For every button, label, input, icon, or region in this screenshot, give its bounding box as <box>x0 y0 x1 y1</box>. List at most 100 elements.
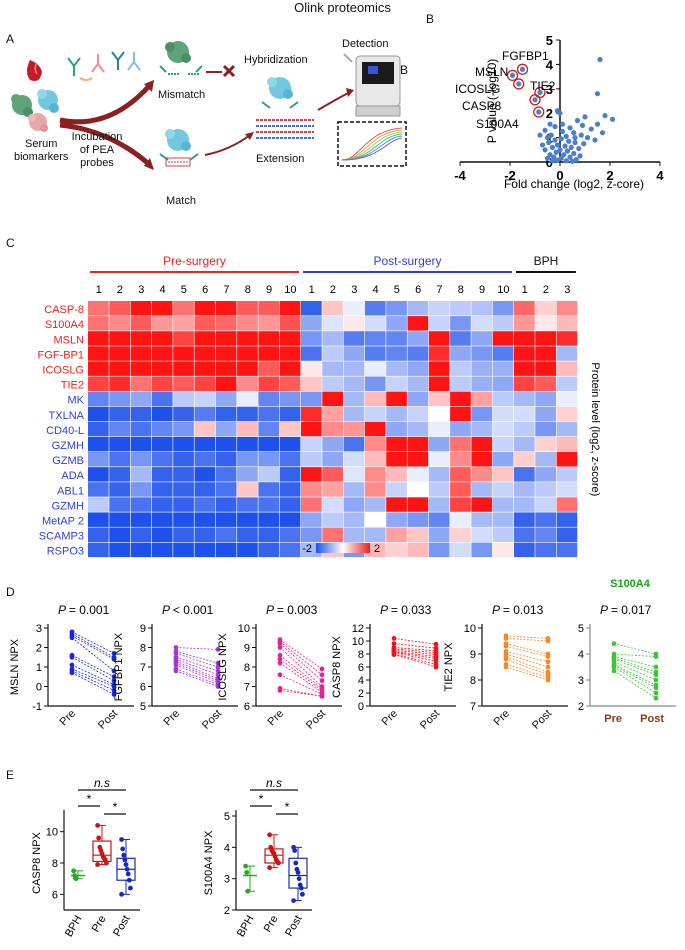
heatmap-cell <box>151 436 173 452</box>
heatmap-cell <box>535 436 556 452</box>
pair-line <box>505 638 549 642</box>
y-tick-label: 2 <box>224 905 230 917</box>
y-axis-title: P value (-log10) <box>485 59 499 144</box>
scatter-point <box>564 148 571 154</box>
x-tick-label: 2 <box>606 168 613 183</box>
heatmap-cell <box>428 452 450 467</box>
pair-line <box>279 690 323 697</box>
pair-line <box>613 657 657 673</box>
heatmap-cell <box>514 406 535 422</box>
x-category-label: Post <box>283 914 304 939</box>
scatter-point <box>537 132 543 138</box>
gene-label-tie2: TIE2 <box>530 79 556 93</box>
heatmap-cell <box>386 361 407 376</box>
heatmap-legend-title: Protein level (log2, z-score) <box>589 362 601 496</box>
heatmap-cell <box>151 467 173 482</box>
post-point <box>653 677 659 683</box>
heatmap-cell <box>301 301 322 316</box>
x-category-label: BPH <box>235 913 257 939</box>
heatmap-cell <box>237 452 258 467</box>
heatmap-cell <box>407 482 429 497</box>
scatter-point <box>563 158 569 164</box>
scatter-point <box>552 137 558 143</box>
heatmap-cell <box>343 497 365 512</box>
heatmap-cell <box>450 436 471 452</box>
data-point <box>71 868 76 874</box>
heatmap-cell <box>151 482 173 497</box>
scatter-point <box>562 143 568 149</box>
heatmap-cell <box>279 331 301 346</box>
scatter-point <box>549 158 556 164</box>
post-point <box>653 690 659 696</box>
scatter-point <box>581 141 587 147</box>
heatmap-cell <box>237 301 258 316</box>
heatmap-cell <box>173 436 194 452</box>
heatmap-cell <box>514 331 535 346</box>
heatmap-cell <box>407 436 429 452</box>
row-label: MetAP 2 <box>42 516 84 528</box>
heatmap-cell <box>386 391 407 407</box>
cross-icon <box>222 64 236 78</box>
pair-line <box>393 652 437 662</box>
pair-line <box>393 647 437 652</box>
pair-line <box>175 664 219 683</box>
heatmap-cell <box>450 391 471 407</box>
heatmap-cell <box>364 346 386 361</box>
heatmap-cell <box>173 542 194 558</box>
pair-line <box>393 648 437 654</box>
heatmap-cell <box>343 376 365 391</box>
scatter-point <box>599 130 606 136</box>
arrow-to-mismatch <box>59 83 152 125</box>
y-tick-label: 5 <box>546 33 553 48</box>
heatmap-cell <box>279 316 301 331</box>
arrow-to-detection <box>317 91 351 111</box>
y-tick-label: 6 <box>244 701 250 713</box>
heatmap-cell <box>514 542 535 558</box>
pre-point <box>277 660 283 666</box>
heatmap-cell <box>492 436 514 452</box>
heatmap-cell <box>428 376 450 391</box>
heatmap-cell <box>130 361 152 376</box>
post-point <box>111 678 117 684</box>
highlight-ring <box>513 78 525 90</box>
y-tick-label: 6 <box>52 889 58 901</box>
pair-line <box>393 638 437 645</box>
y-tick-label: 8 <box>52 858 58 870</box>
scatter-point <box>544 155 551 161</box>
heatmap-cell <box>471 527 493 542</box>
scatter-point <box>559 121 566 127</box>
heatmap-cell <box>514 497 535 512</box>
panel-label-b: B <box>426 12 435 26</box>
heatmap-cell <box>130 542 152 558</box>
scatter-point <box>592 137 598 143</box>
y-tick-label: 9 <box>244 643 250 655</box>
data-point <box>120 846 126 852</box>
pre-point <box>277 645 283 650</box>
scatter-point <box>571 130 577 136</box>
heatmap-cell <box>450 346 471 361</box>
heatmap-cell <box>428 346 450 361</box>
heatmap-cell <box>364 436 386 452</box>
post-point <box>653 672 659 678</box>
y-tick-label: 0 <box>358 701 364 713</box>
heatmap-cell <box>322 361 343 376</box>
post-point <box>111 668 117 674</box>
heatmap-cell <box>151 361 173 376</box>
heatmap-cell <box>343 391 365 407</box>
p-value-label: P = 0.001 <box>58 603 110 617</box>
heatmap-cell <box>407 346 429 361</box>
pair-line <box>71 654 115 678</box>
heatmap-cell <box>450 361 471 376</box>
data-point <box>95 823 100 828</box>
x-category-label: Pre <box>262 914 281 935</box>
heatmap-cell <box>301 512 322 527</box>
pre-point <box>277 641 283 646</box>
heatmap-cell <box>151 497 173 512</box>
heatmap-cell <box>279 542 301 558</box>
heatmap-cell <box>492 376 514 391</box>
pair-line <box>279 643 323 681</box>
p-value-label: P = 0.017 <box>600 603 652 617</box>
x-tick-label: -2 <box>504 168 516 183</box>
pair-line <box>175 647 219 650</box>
post-point <box>545 664 551 670</box>
